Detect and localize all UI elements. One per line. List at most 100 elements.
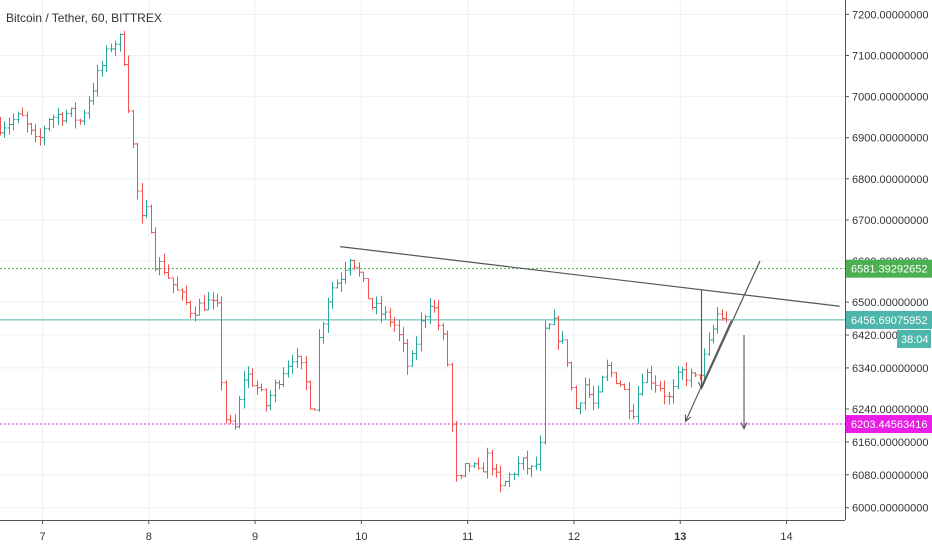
candle <box>286 360 291 378</box>
y-tick-label: 7100.00000000 <box>852 50 928 62</box>
candle <box>591 385 596 411</box>
candle <box>339 272 344 292</box>
candle <box>268 390 273 411</box>
candle <box>56 107 61 126</box>
candle <box>299 355 304 370</box>
candle <box>109 43 114 53</box>
candle <box>529 465 534 477</box>
candle <box>445 330 450 367</box>
candle <box>711 324 716 344</box>
candle <box>193 306 198 322</box>
candle <box>614 372 619 385</box>
x-tick-label: 14 <box>780 531 792 543</box>
resistance-level-label-bg <box>846 259 932 278</box>
candle <box>428 298 433 324</box>
candle <box>281 367 286 388</box>
candle <box>219 296 224 391</box>
candle <box>104 45 109 72</box>
candle <box>596 385 601 409</box>
candle <box>684 362 689 387</box>
y-tick-label: 6080.00000000 <box>852 470 928 482</box>
candle <box>720 309 725 321</box>
candle <box>153 227 158 272</box>
grid-layer <box>0 0 845 520</box>
candle <box>423 314 428 329</box>
candle <box>379 295 384 323</box>
candle <box>175 276 180 291</box>
candle <box>436 299 441 331</box>
countdown-label: 38:04 <box>901 334 929 346</box>
candle <box>410 350 415 367</box>
candle <box>25 111 30 133</box>
candle <box>144 199 149 219</box>
candle <box>361 271 366 283</box>
candle <box>543 320 548 445</box>
candle <box>29 122 34 135</box>
candle <box>224 380 229 424</box>
candles-layer <box>0 30 729 493</box>
candle <box>662 380 667 405</box>
arrow-down-1-head <box>697 381 706 390</box>
candle <box>640 373 645 396</box>
candle <box>11 113 16 131</box>
candle <box>459 474 464 479</box>
candle <box>605 359 610 382</box>
candle <box>498 465 503 493</box>
candle <box>255 380 260 395</box>
chart-title: Bitcoin / Tether, 60, BITTREX <box>6 11 162 25</box>
candle <box>432 299 437 313</box>
candle <box>680 366 685 381</box>
candle <box>277 380 282 390</box>
support-level-label-bg <box>846 415 932 434</box>
candle <box>246 366 251 389</box>
candle <box>587 378 592 398</box>
candle <box>290 354 295 374</box>
candle <box>100 60 105 77</box>
candle <box>516 456 521 477</box>
y-tick-label: 6900.00000000 <box>852 133 928 145</box>
candle <box>352 259 357 270</box>
candle <box>335 279 340 289</box>
candle <box>206 291 211 311</box>
candle <box>135 142 140 200</box>
candle <box>171 277 176 294</box>
candle <box>401 326 406 353</box>
candle <box>503 480 508 487</box>
x-tick-label: 9 <box>252 531 258 543</box>
candle <box>653 375 658 393</box>
candle <box>326 297 331 333</box>
y-tick-label: 6700.00000000 <box>852 215 928 227</box>
candle <box>42 125 47 146</box>
candle <box>321 322 326 344</box>
candle <box>118 33 123 52</box>
candle <box>149 204 154 234</box>
x-tick-label: 11 <box>462 531 473 543</box>
candle <box>472 462 477 468</box>
candle <box>578 402 583 415</box>
x-tick-label: 8 <box>146 531 152 543</box>
y-tick-label: 6160.00000000 <box>852 437 928 449</box>
candle <box>569 361 574 391</box>
candle <box>507 472 512 487</box>
candle <box>388 308 393 327</box>
candle <box>370 297 375 310</box>
candle <box>689 368 694 388</box>
candle <box>16 111 21 123</box>
candle <box>512 472 517 481</box>
y-tick-label: 6240.00000000 <box>852 404 928 416</box>
candle <box>676 365 681 390</box>
candle <box>73 102 78 129</box>
candle <box>122 30 127 66</box>
x-tick-label: 13 <box>674 531 686 543</box>
candle <box>485 447 490 479</box>
candle <box>273 379 278 403</box>
candle <box>441 322 446 341</box>
candle <box>95 64 100 97</box>
candle <box>538 435 543 471</box>
drawings-layer <box>340 246 840 431</box>
candle <box>211 292 216 310</box>
candle <box>366 277 371 300</box>
candle <box>184 285 189 305</box>
candle <box>295 348 300 369</box>
